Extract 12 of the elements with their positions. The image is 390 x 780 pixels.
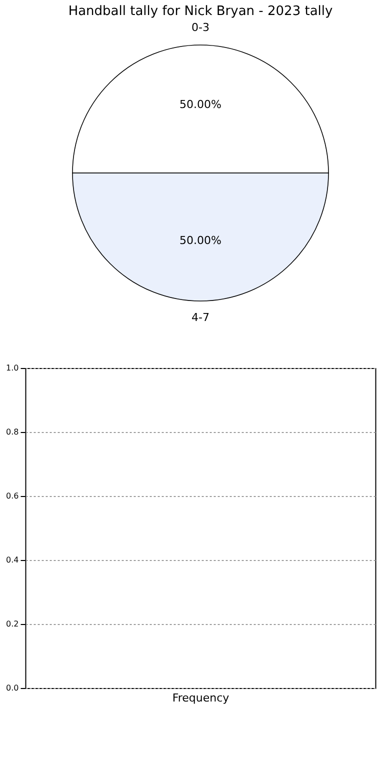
y-tick-label: 0.0 <box>6 684 19 692</box>
y-tick-label: 0.2 <box>6 620 19 628</box>
chart-title: Handball tally for Nick Bryan - 2023 tally <box>68 4 333 19</box>
y-tick-label: 0.8 <box>6 428 19 436</box>
x-axis-title: Frequency <box>172 692 230 704</box>
slice-label: 4-7 <box>192 311 210 324</box>
y-tick-label: 1.0 <box>6 364 19 372</box>
data-label: 50.00% <box>180 234 222 247</box>
y-tick-label: 0.6 <box>6 492 19 500</box>
y-tick-label: 0.4 <box>6 556 19 564</box>
slice-label: 0-3 <box>192 21 210 34</box>
data-label: 50.00% <box>180 98 222 111</box>
